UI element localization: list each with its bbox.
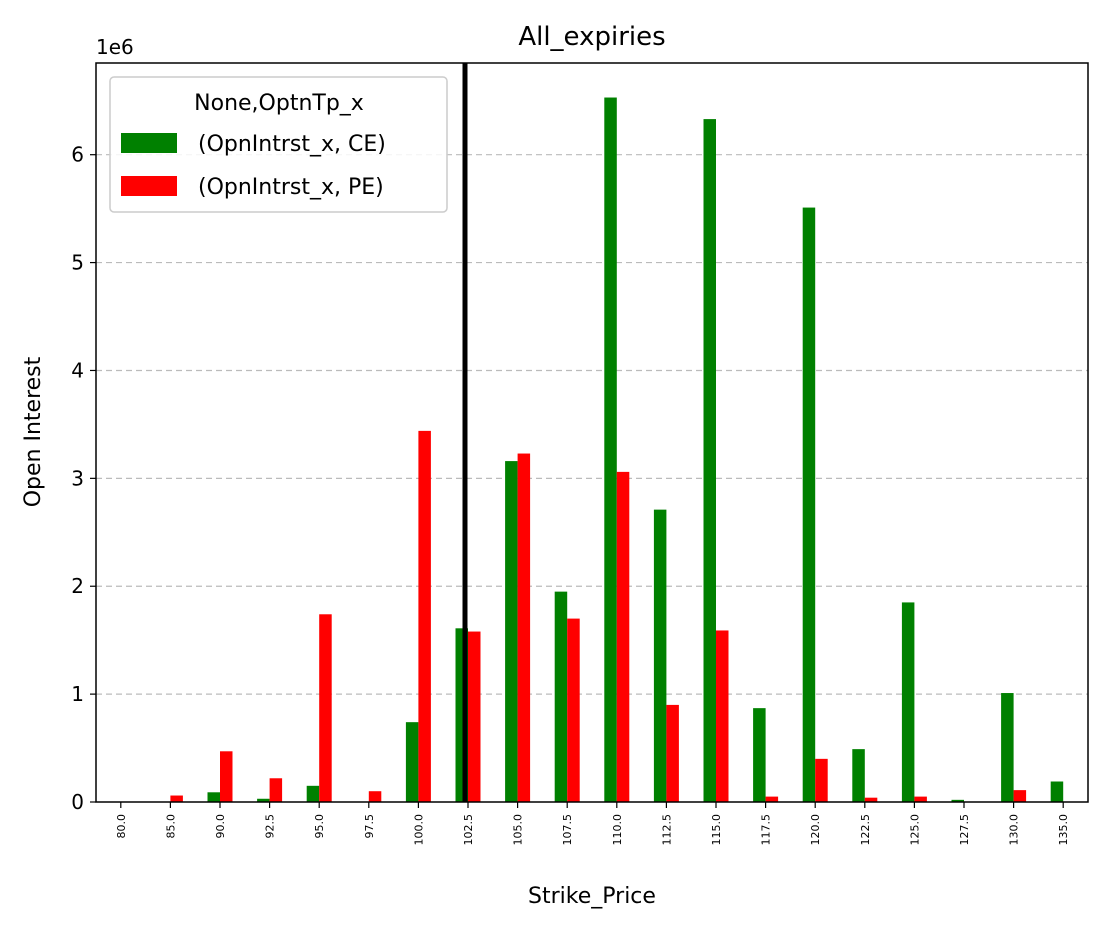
y-tick-label: 6	[71, 143, 84, 167]
x-tick-label: 97.5	[363, 814, 376, 839]
bar-ce	[802, 207, 816, 803]
x-tick-label: 85.0	[164, 814, 177, 839]
y-tick-label: 4	[71, 358, 84, 382]
bar-pe	[170, 795, 183, 802]
x-tick-label: 90.0	[214, 814, 227, 839]
legend-label-pe: (OpnIntrst_x, PE)	[198, 175, 384, 200]
grid-lines	[96, 154, 1088, 695]
bar-pe	[220, 751, 233, 802]
legend-title: None,OptnTp_x	[194, 91, 364, 116]
bar-ce	[703, 119, 716, 803]
y-tick-label: 3	[71, 466, 84, 490]
x-tick-label: 115.0	[710, 814, 723, 846]
bar-ce	[306, 785, 320, 802]
y-tick-label: 1	[71, 682, 84, 706]
y-tick-label: 2	[71, 574, 84, 598]
bar-pe	[418, 430, 431, 802]
x-tick-label: 125.0	[908, 814, 921, 846]
y-axis-label: Open Interest	[21, 356, 46, 507]
x-tick-label: 100.0	[412, 814, 425, 846]
bar-pe	[517, 453, 531, 802]
bar-ce	[653, 509, 667, 802]
bar-ce	[257, 798, 270, 802]
bar-pe	[468, 631, 481, 802]
bar-ce	[207, 792, 220, 802]
bar-pe	[368, 791, 382, 802]
x-tick-label: 95.0	[313, 814, 326, 839]
bar-ce	[505, 461, 518, 802]
x-tick-label: 112.5	[660, 814, 673, 846]
bar-ce	[852, 749, 865, 802]
x-axis-label: Strike_Price	[528, 884, 656, 909]
bar-ce	[1001, 693, 1014, 802]
y-axis-ticks: 0 1 2 3 4 5 6	[71, 143, 96, 814]
x-tick-label: 110.0	[611, 814, 624, 846]
x-tick-label: 107.5	[561, 814, 574, 846]
y-tick-label: 0	[71, 790, 84, 814]
bar-pe	[616, 471, 630, 802]
bars	[170, 97, 1064, 803]
x-tick-label: 102.5	[462, 814, 475, 846]
legend-swatch-pe	[121, 176, 177, 196]
legend-swatch-ce	[121, 133, 177, 153]
bar-ce	[901, 602, 915, 802]
legend-label-ce: (OpnIntrst_x, CE)	[198, 132, 386, 157]
bar-ce	[604, 97, 617, 802]
x-tick-label: 122.5	[859, 814, 872, 846]
bar-ce	[554, 591, 568, 802]
bar-pe	[914, 796, 927, 802]
legend-box	[109, 76, 448, 213]
bar-ce	[1050, 781, 1064, 802]
x-tick-label: 80.0	[115, 814, 128, 839]
x-tick-label: 130.0	[1008, 814, 1021, 846]
bar-pe	[815, 758, 828, 802]
x-tick-label: 135.0	[1057, 814, 1070, 846]
bar-pe	[765, 796, 779, 802]
bar-pe	[1013, 790, 1027, 802]
bar-pe	[567, 618, 580, 802]
y-tick-label: 5	[71, 251, 84, 275]
bar-ce	[405, 722, 419, 802]
bar-pe	[319, 614, 332, 802]
y-offset-label: 1e6	[96, 35, 134, 59]
x-tick-label: 120.0	[809, 814, 822, 846]
bar-pe	[864, 797, 878, 802]
bar-ce	[951, 799, 964, 802]
bar-ce	[753, 708, 766, 802]
chart-title: All_expiries	[518, 22, 665, 52]
x-tick-label: 127.5	[958, 814, 971, 846]
x-axis-ticks: 80.0 85.0 90.0 92.5 95.0 97.5 100.0 102.5 105.0 1…	[115, 802, 1070, 846]
x-tick-label: 105.0	[512, 814, 525, 846]
x-tick-label: 92.5	[264, 814, 277, 839]
bar-pe	[666, 704, 679, 802]
x-tick-label: 117.5	[760, 814, 773, 846]
bar-pe	[269, 778, 283, 802]
bar-pe	[716, 630, 729, 802]
plot-frame	[95, 62, 1089, 803]
legend: None,OptnTp_x (OpnIntrst_x, CE) (OpnIntr…	[109, 76, 448, 213]
